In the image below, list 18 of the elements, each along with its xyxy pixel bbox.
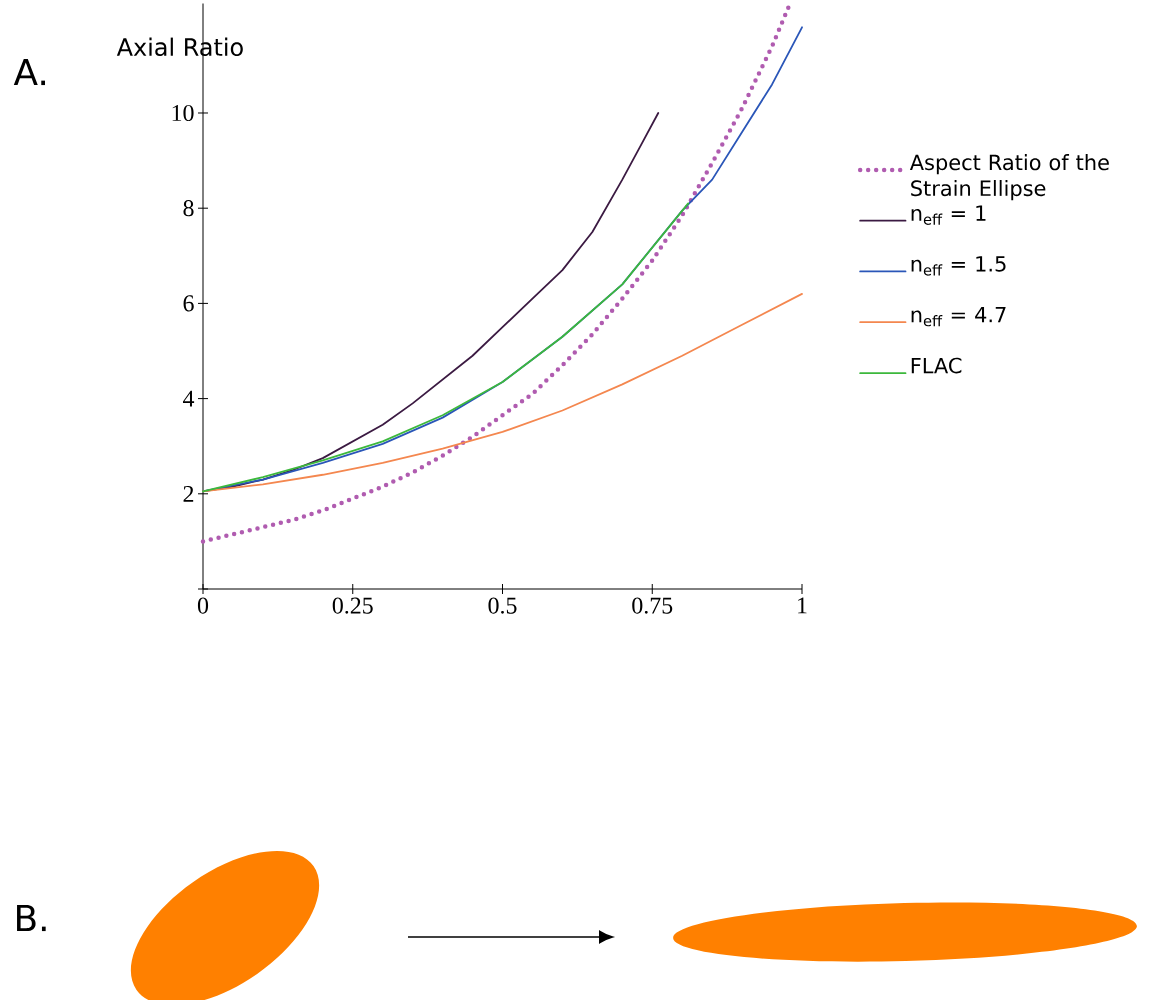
text: A. [13, 58, 45, 86]
x-tick-label: 0.75 [632, 597, 673, 614]
text: B. [17, 904, 46, 932]
line-series [202, 202, 690, 493]
legend-label: n$_{eff}$ = 1.5 [911, 256, 1006, 276]
y-tick-label: 6 [183, 295, 194, 312]
y-tick-label: 2 [183, 485, 194, 502]
y-tick-label: 4 [182, 390, 195, 407]
y-tick-label: 8 [183, 200, 194, 217]
legend-label: n$_{eff}$ = 4.7 [911, 306, 1006, 327]
x-tick-label: 0.25 [332, 597, 373, 614]
y-tick-label: 10 [172, 104, 194, 122]
legend-label: FLAC [911, 357, 962, 374]
x-tick-label: 1 [798, 597, 807, 614]
x-tick-label: 0.5 [488, 597, 517, 614]
x-tick-label: 0 [197, 597, 209, 614]
y-axis-title: Axial Ratio [116, 37, 243, 57]
legend-label: n$_{eff}$ = 1 [911, 205, 986, 225]
